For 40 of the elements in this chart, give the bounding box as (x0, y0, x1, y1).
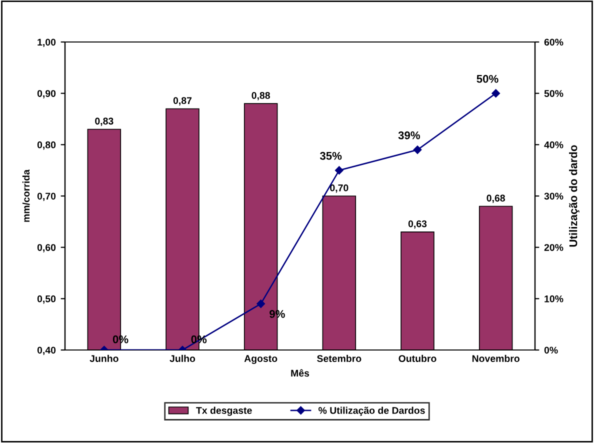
x-tick-label: Novembro (472, 354, 520, 362)
x-tick-label: Julho (170, 354, 196, 362)
point (335, 166, 344, 174)
y-tick-label: 0,90 (37, 90, 56, 98)
y2-axis-title: Utilização do dardo (569, 145, 580, 247)
x-tick-label: Setembro (317, 354, 362, 362)
y2-tick-label: 20% (544, 244, 564, 251)
data-label: 35% (320, 152, 342, 160)
data-label: 50% (476, 74, 498, 83)
legend-label: Tx desgaste (196, 406, 252, 416)
data-label: 0% (112, 335, 128, 344)
y2-tick-label: 50% (544, 90, 564, 97)
y2-tick-label: 30% (544, 192, 564, 200)
y2-tick-label: 0% (544, 346, 558, 354)
x-tick-label: Agosto (244, 355, 278, 364)
y-tick-label: 1,00 (38, 38, 56, 48)
x-tick-label: Outubro (398, 354, 436, 362)
y-tick-label: 0,70 (37, 192, 56, 202)
data-label: 0,88 (252, 92, 270, 100)
data-label: 0,68 (486, 194, 505, 203)
data-label: 0,83 (95, 118, 114, 126)
data-label: 0,87 (173, 97, 192, 106)
y-tick-label: 0,50 (37, 295, 56, 304)
data-label: 9% (270, 310, 285, 318)
data-label: 0,63 (408, 220, 427, 229)
y2-tick-label: 10% (544, 295, 564, 302)
y2-tick-label: 60% (544, 38, 564, 46)
data-label: 39% (398, 131, 420, 140)
data-label: 0% (191, 335, 207, 344)
y-tick-label: 0,40 (37, 346, 56, 356)
y-tick-label: 0,60 (37, 244, 56, 252)
y-axis-title: mm/corrida (22, 169, 30, 222)
y-tick-label: 0,80 (37, 141, 56, 150)
y2-tick-label: 40% (544, 141, 564, 148)
data-label: 0,70 (330, 184, 348, 193)
x-tick-label: Junho (90, 354, 118, 362)
point (413, 146, 422, 154)
legend-label: % Utilização de Dardos (318, 406, 425, 416)
point (492, 89, 500, 98)
x-axis-title: Mês (291, 369, 310, 377)
